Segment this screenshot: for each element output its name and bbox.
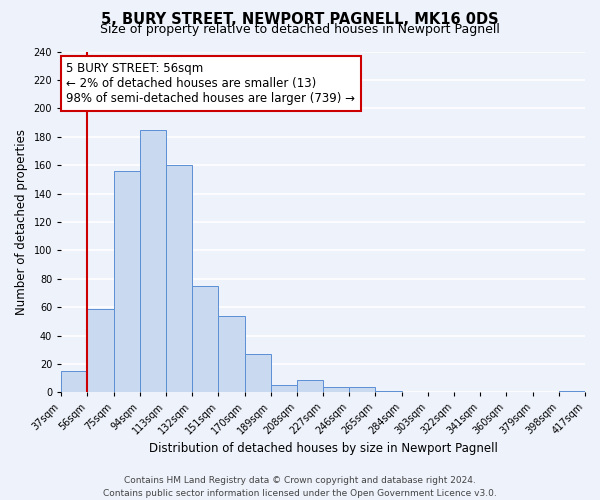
Bar (297, 380, 323, 392)
Bar (271, 386, 297, 392)
Bar (61, 371, 88, 392)
Bar (218, 316, 245, 392)
Text: Size of property relative to detached houses in Newport Pagnell: Size of property relative to detached ho… (100, 22, 500, 36)
Bar (245, 354, 271, 393)
Y-axis label: Number of detached properties: Number of detached properties (15, 129, 28, 315)
Bar (559, 391, 585, 392)
Bar (140, 130, 166, 392)
Text: 5 BURY STREET: 56sqm
← 2% of detached houses are smaller (13)
98% of semi-detach: 5 BURY STREET: 56sqm ← 2% of detached ho… (67, 62, 355, 104)
Bar (166, 165, 192, 392)
Bar (323, 386, 349, 392)
Text: 5, BURY STREET, NEWPORT PAGNELL, MK16 0DS: 5, BURY STREET, NEWPORT PAGNELL, MK16 0D… (101, 12, 499, 28)
X-axis label: Distribution of detached houses by size in Newport Pagnell: Distribution of detached houses by size … (149, 442, 497, 455)
Bar (113, 171, 140, 392)
Text: Contains HM Land Registry data © Crown copyright and database right 2024.
Contai: Contains HM Land Registry data © Crown c… (103, 476, 497, 498)
Bar (88, 308, 113, 392)
Bar (192, 286, 218, 393)
Bar (349, 386, 376, 392)
Bar (376, 391, 401, 392)
